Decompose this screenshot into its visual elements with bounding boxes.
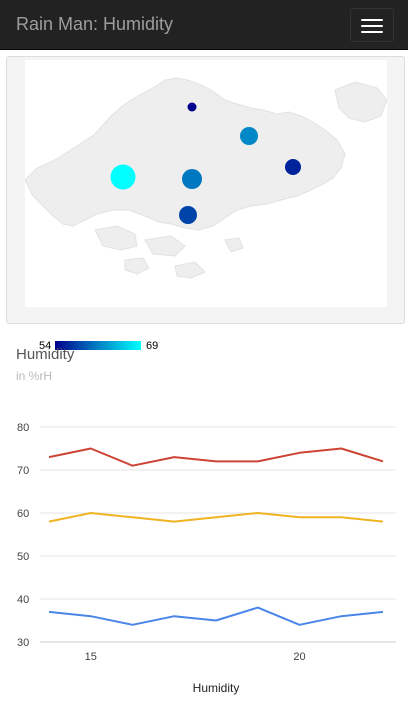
map-panel: 54 69 [6,56,405,352]
menu-bar-line [361,25,383,27]
y-tick-label: 40 [17,594,29,606]
y-tick-label: 70 [17,465,29,477]
station-marker[interactable] [110,164,136,190]
station-marker[interactable] [240,127,258,145]
menu-bar-line [361,31,383,33]
scale-max-label: 69 [146,340,159,352]
series-line[interactable] [48,512,384,523]
singapore-map-shape [24,77,388,279]
x-axis-label: Humidity [193,681,240,695]
chart-title: Humidity [16,346,75,363]
hamburger-menu-icon[interactable] [350,8,394,42]
station-layer [110,102,301,224]
app-title[interactable]: Rain Man: Humidity [16,14,174,34]
y-tick-label: 30 [17,637,29,649]
series-line[interactable] [48,447,384,467]
chart-subtitle: in %rH [16,369,53,383]
station-marker[interactable] [187,102,197,112]
station-marker[interactable] [182,169,202,189]
x-tick-label: 20 [293,651,305,663]
navbar: Rain Man: Humidity [0,0,408,50]
series-line[interactable] [48,606,384,626]
scale-min-label: 54 [39,340,52,352]
color-scale-bar [55,341,141,350]
humidity-line-chart: 30 40 50 60 70 80 15 20 Humidity [17,422,396,695]
y-tick-label: 50 [17,551,29,563]
y-tick-label: 60 [17,508,29,520]
x-tick-label: 15 [85,651,97,663]
y-tick-label: 80 [17,422,29,434]
humidity-map[interactable] [24,60,388,307]
menu-bar-line [361,19,383,21]
station-marker[interactable] [285,159,301,175]
station-marker[interactable] [179,206,197,224]
